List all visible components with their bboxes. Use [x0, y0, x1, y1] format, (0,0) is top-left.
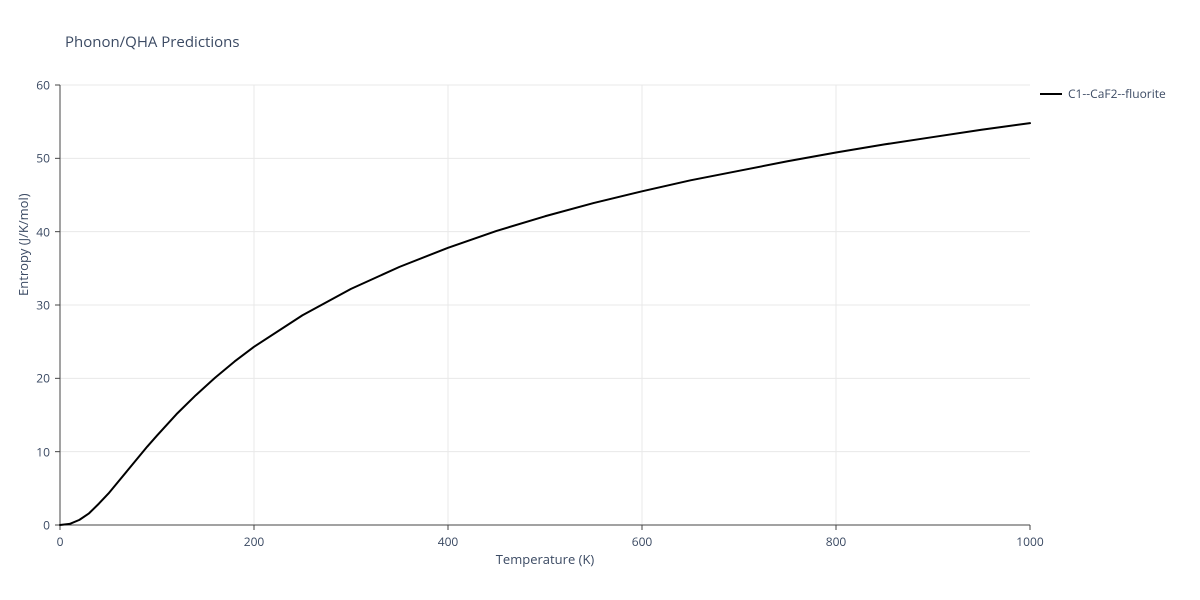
legend: C1--CaF2--fluorite [1040, 85, 1166, 102]
x-tick-label: 400 [438, 533, 459, 550]
y-tick-label: 50 [36, 150, 50, 167]
y-axis-label: Entropy (J/K/mol) [14, 193, 32, 296]
y-tick-label: 30 [36, 297, 50, 314]
y-tick-label: 10 [36, 443, 50, 460]
y-tick-label: 40 [36, 223, 50, 240]
chart-title: Phonon/QHA Predictions [65, 32, 240, 52]
y-tick-label: 60 [36, 77, 50, 94]
plot-area [60, 85, 1030, 525]
chart-container: Phonon/QHA Predictions Entropy (J/K/mol)… [0, 0, 1200, 600]
x-tick-label: 200 [244, 533, 265, 550]
legend-swatch [1040, 93, 1062, 95]
x-axis-label: Temperature (K) [496, 550, 595, 568]
x-tick-label: 1000 [1016, 533, 1043, 550]
y-tick-label: 0 [43, 517, 50, 534]
x-tick-label: 0 [57, 533, 64, 550]
x-tick-label: 800 [826, 533, 847, 550]
legend-label: C1--CaF2--fluorite [1068, 85, 1166, 102]
x-tick-label: 600 [632, 533, 653, 550]
y-tick-label: 20 [36, 370, 50, 387]
